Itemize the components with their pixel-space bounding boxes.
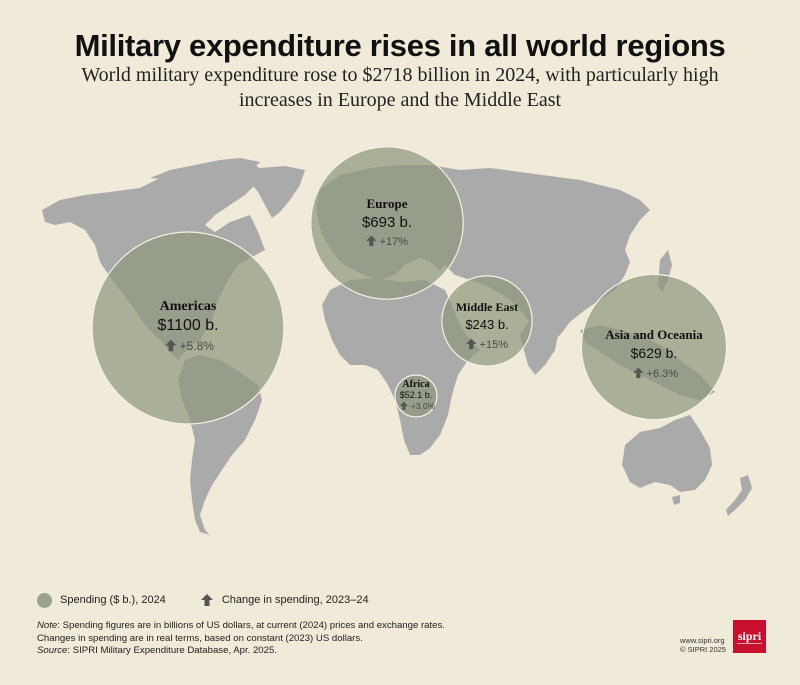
legend-arrow-up-icon	[200, 594, 213, 606]
region-name-asia-and-oceania: Asia and Oceania	[605, 327, 703, 342]
sipri-logo: sipri	[733, 620, 766, 653]
legend: Spending ($ b.), 2024 Change in spending…	[37, 590, 369, 610]
region-change-europe: +17%	[380, 236, 409, 248]
arrow-up-icon	[366, 235, 377, 247]
logo-underline	[737, 643, 762, 644]
note-line: Note: Spending figures are in billions o…	[37, 620, 637, 633]
region-name-europe: Europe	[367, 196, 408, 211]
arrow-up-icon	[633, 367, 644, 379]
landmass-africa	[322, 278, 480, 455]
bubble-americas	[91, 231, 285, 425]
source-text: : SIPRI Military Expenditure Database, A…	[67, 645, 277, 656]
region-value-europe: $693 b.	[362, 214, 412, 231]
bubble-middle-east	[441, 275, 533, 367]
landmass-madagascar	[425, 410, 438, 450]
arrow-up-icon	[165, 339, 177, 352]
note-text: : Spending figures are in billions of US…	[57, 620, 445, 631]
region-change-asia-and-oceania: +6.3%	[647, 368, 679, 380]
arrow-up-icon	[399, 401, 408, 410]
chart-subtitle: World military expenditure rose to $2718…	[81, 64, 719, 111]
source-line: Source: SIPRI Military Expenditure Datab…	[37, 645, 637, 658]
landmass-australia	[622, 415, 712, 492]
landmass-tasmania	[672, 495, 680, 505]
arrow-up-icon	[466, 338, 477, 350]
landmass-new-zealand	[726, 475, 752, 516]
source-prefix: Source	[37, 645, 68, 656]
legend-change-label: Change in spending, 2023–24	[221, 594, 369, 606]
region-value-americas: $1100 b.	[157, 317, 218, 334]
notes: Note: Spending figures are in billions o…	[37, 620, 637, 658]
region-change-americas: +5.8%	[180, 339, 215, 353]
region-value-africa: $52.1 b.	[400, 390, 433, 400]
credit-url[interactable]: www.sipri.org	[680, 636, 725, 645]
region-change-middle-east: +15%	[480, 339, 509, 351]
landmass-arctic-islands	[150, 158, 260, 180]
bubble-europe	[310, 146, 464, 300]
credit-copyright: © SIPRI 2025	[680, 645, 726, 654]
legend-circle-icon	[37, 592, 52, 608]
region-change-africa: +3.0%	[411, 401, 436, 411]
credit: www.sipri.org © SIPRI 2025	[680, 636, 726, 654]
region-value-middle-east: $243 b.	[465, 317, 508, 332]
note-prefix: Note	[37, 620, 58, 631]
note-line-2: Changes in spending are in real terms, b…	[37, 632, 363, 644]
bubble-asia-and-oceania	[580, 273, 728, 421]
logo-text: sipri	[737, 629, 762, 643]
region-value-asia-and-oceania: $629 b.	[631, 345, 678, 361]
region-name-africa: Africa	[402, 379, 429, 390]
legend-spending-label: Spending ($ b.), 2024	[60, 594, 166, 606]
landmass-greenland	[242, 166, 305, 218]
region-name-americas: Americas	[160, 299, 217, 314]
chart-title: Military expenditure rises in all world …	[74, 28, 726, 63]
region-bubbles: Americas $1100 b. +5.8% Europe $693 b. +17% Mi…	[91, 146, 728, 425]
region-name-middle-east: Middle East	[456, 300, 518, 314]
